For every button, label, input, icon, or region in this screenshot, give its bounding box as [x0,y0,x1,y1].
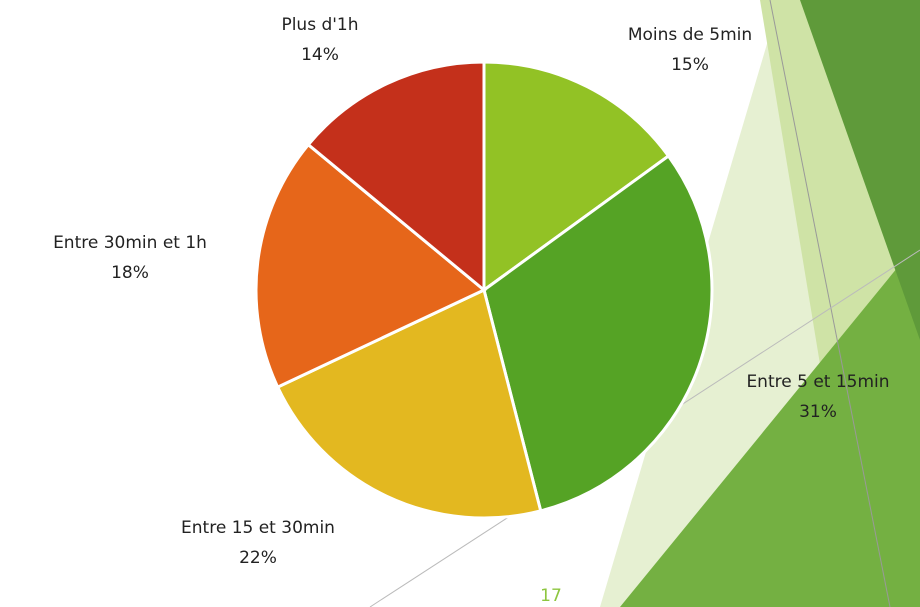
bg-line [769,0,891,607]
slice-label: Entre 30min et 1h [53,233,207,253]
slice-value-label: 22% [239,548,277,568]
slice-label: Entre 15 et 30min [181,518,335,538]
slice-label: Plus d'1h [281,15,358,35]
pie-slice [275,287,543,520]
pie-slice [482,60,671,293]
pie-slice [254,142,487,390]
pie-slice [306,60,486,294]
bg-shape [800,0,920,340]
slice-label: Moins de 5min [628,25,752,45]
slice-value-label: 31% [799,402,837,422]
page-number: 17 [540,586,562,606]
bg-shape [620,240,920,607]
slice-value-label: 15% [671,55,709,75]
pie-slice [482,153,714,513]
slice-value-label: 18% [111,263,149,283]
background-decoration [369,0,920,607]
slice-value-label: 14% [301,45,339,65]
slice-label: Entre 5 et 15min [746,372,889,392]
